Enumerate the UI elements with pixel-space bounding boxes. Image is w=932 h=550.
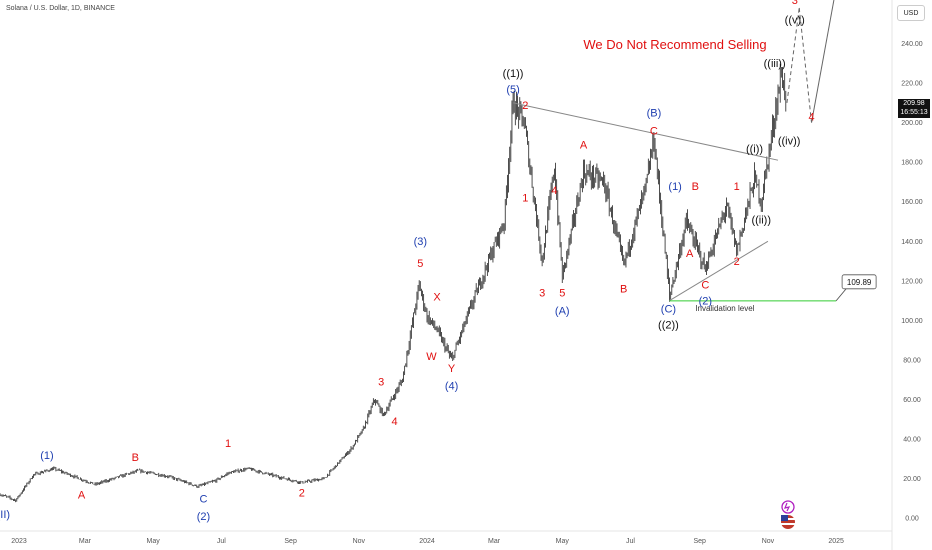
currency-button[interactable]: USD — [897, 5, 925, 21]
y-tick-label: 0.00 — [905, 516, 919, 523]
candlesticks — [0, 63, 787, 503]
wave-label: B — [132, 452, 139, 464]
bar-countdown: 16:55:13 — [900, 109, 928, 116]
x-tick-label: Sep — [284, 538, 297, 545]
flag-icon[interactable] — [781, 515, 795, 529]
wave-label: 2 — [734, 256, 740, 268]
wave-label: 3 — [792, 0, 798, 7]
projection-line — [786, 7, 800, 103]
lower-triangle-line — [669, 240, 769, 302]
y-tick-label: 120.00 — [901, 278, 923, 285]
wave-label: ((v)) — [785, 15, 805, 27]
wave-label: Y — [448, 363, 456, 375]
wave-label: (4) — [445, 381, 458, 393]
x-tick-label: Jul — [626, 538, 635, 545]
x-tick-label: May — [556, 538, 570, 545]
wave-label: 1 — [734, 181, 740, 193]
wave-label: 5 — [417, 258, 423, 270]
invalidation-callout-line — [835, 288, 847, 302]
x-tick-label: Mar — [488, 538, 501, 545]
invalidation-value-box — [841, 274, 877, 290]
x-tick-label: Mar — [79, 538, 92, 545]
wave-label: A — [580, 139, 588, 151]
wave-label: 4 — [392, 416, 398, 428]
wave-label: 3 — [378, 377, 384, 389]
y-tick-label: 180.00 — [901, 160, 923, 167]
chart-title: We Do Not Recommend Selling — [583, 37, 766, 52]
projection-line — [811, 0, 835, 123]
x-tick-label: Nov — [353, 538, 366, 545]
y-tick-label: 40.00 — [903, 437, 921, 444]
wave-label: W — [426, 351, 437, 363]
wave-label: 1 — [225, 438, 231, 450]
wave-label: ((iv)) — [778, 135, 801, 147]
projection-line — [798, 7, 813, 123]
wave-label: A — [78, 489, 86, 501]
invalidation-value: 109.89 — [847, 278, 872, 287]
wave-label: C — [650, 125, 658, 137]
wave-label: 3 — [539, 288, 545, 300]
wave-label: 2 — [522, 100, 528, 112]
wave-label: (5) — [506, 84, 519, 96]
y-tick-label: 60.00 — [903, 397, 921, 404]
wave-label: 5 — [559, 288, 565, 300]
wave-label: 4 — [551, 185, 557, 197]
y-tick-label: 80.00 — [903, 357, 921, 364]
x-tick-label: 2025 — [828, 538, 844, 545]
wave-label: ((1)) — [503, 68, 524, 80]
replay-icon[interactable] — [781, 500, 795, 514]
wave-label: (C) — [661, 303, 676, 315]
wave-label: (1) — [40, 450, 53, 462]
x-tick-label: 2024 — [419, 538, 435, 545]
upper-triangle-line — [512, 102, 779, 161]
wave-label: ((2)) — [658, 319, 679, 331]
wave-label: B — [692, 181, 699, 193]
y-tick-label: 220.00 — [901, 81, 923, 88]
wave-label: ((ii)) — [751, 214, 771, 226]
wave-label: ((iii)) — [764, 58, 786, 70]
wave-label: ((i)) — [746, 143, 763, 155]
y-tick-label: 200.00 — [901, 120, 923, 127]
x-tick-label: Jul — [217, 538, 226, 545]
wave-label: (2) — [699, 296, 712, 308]
wave-label: C — [199, 493, 207, 505]
wave-label: (3) — [414, 236, 427, 248]
wave-label: (A) — [555, 305, 570, 317]
wave-label: (II) — [0, 509, 10, 521]
wave-label: C — [701, 280, 709, 292]
y-tick-label: 160.00 — [901, 199, 923, 206]
invalidation-label: Invalidation level — [695, 304, 754, 313]
wave-label: X — [433, 292, 441, 304]
last-price: 209.98 — [903, 100, 925, 107]
x-tick-label: 2023 — [11, 538, 27, 545]
x-tick-label: Nov — [762, 538, 775, 545]
wave-labels: (II)(1)ABC(2)1234(3)5XWY(4)((1))(5)21435… — [0, 0, 815, 523]
y-tick-label: 100.00 — [901, 318, 923, 325]
wave-label: A — [686, 248, 694, 260]
y-tick-label: 140.00 — [901, 239, 923, 246]
last-price-tag: 209.98 16:55:13 — [898, 99, 930, 118]
trend-lines: Invalidation level 109.89 — [512, 0, 877, 313]
wave-label: 4 — [808, 112, 814, 124]
symbol-title: Solana / U.S. Dollar, 1D, BINANCE — [6, 5, 115, 12]
wave-label: B — [620, 284, 627, 296]
wave-label: 1 — [522, 193, 528, 205]
x-tick-label: Sep — [694, 538, 707, 545]
y-tick-label: 20.00 — [903, 476, 921, 483]
wave-label: (1) — [668, 181, 681, 193]
y-tick-label: 240.00 — [901, 41, 923, 48]
x-tick-label: May — [147, 538, 161, 545]
wave-label: 2 — [299, 487, 305, 499]
wave-label: (2) — [197, 511, 210, 523]
wave-label: (B) — [647, 108, 662, 120]
